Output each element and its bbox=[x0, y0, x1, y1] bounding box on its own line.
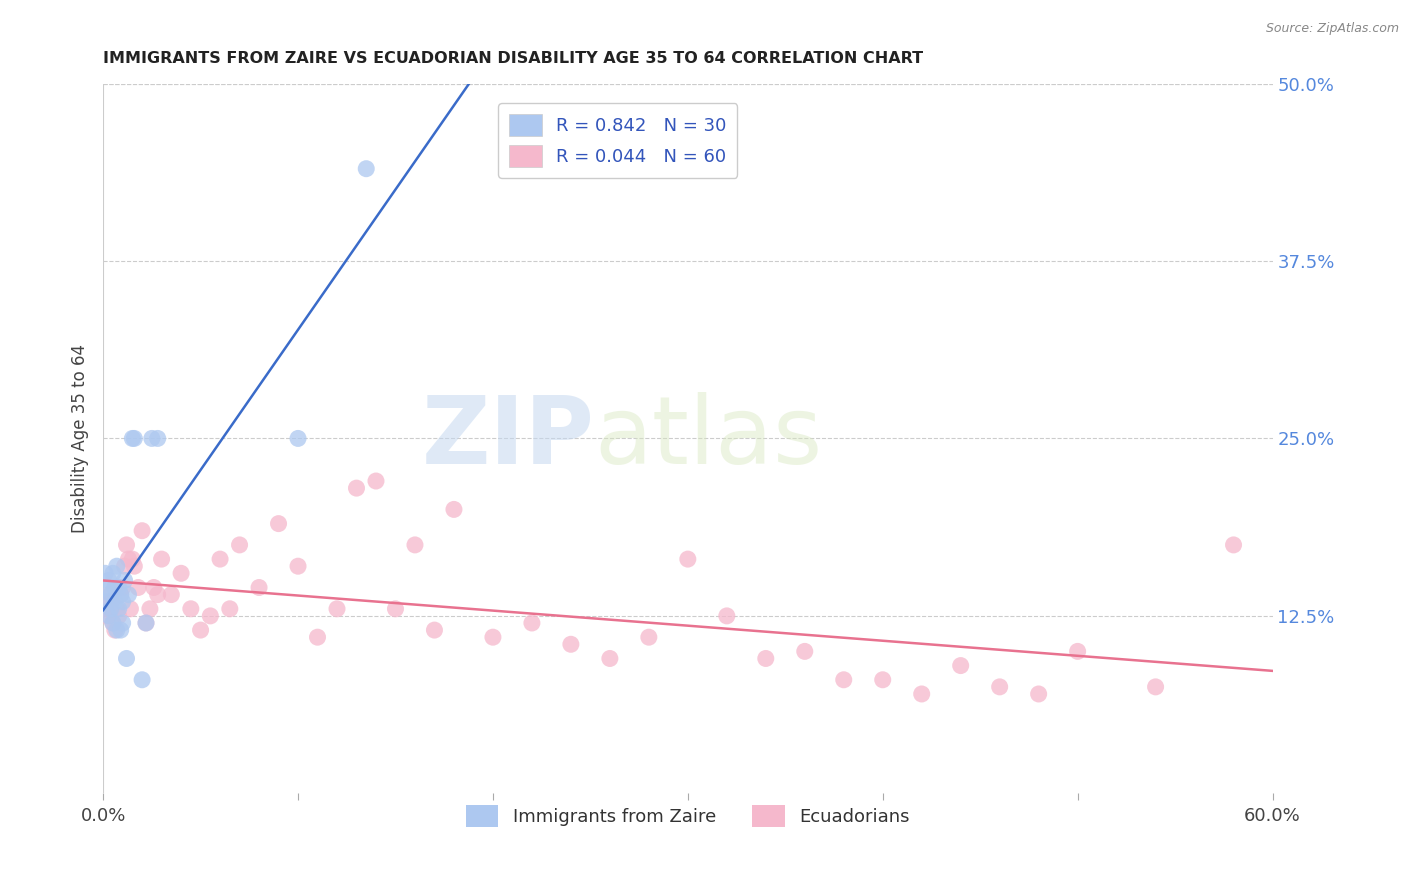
Point bbox=[111, 595, 134, 609]
Point bbox=[1144, 680, 1167, 694]
Legend: Immigrants from Zaire, Ecuadorians: Immigrants from Zaire, Ecuadorians bbox=[458, 797, 917, 834]
Point bbox=[599, 651, 621, 665]
Point bbox=[346, 481, 368, 495]
Point bbox=[96, 608, 118, 623]
Point bbox=[111, 615, 134, 630]
Text: atlas: atlas bbox=[595, 392, 823, 484]
Point bbox=[482, 630, 505, 644]
Point bbox=[139, 602, 162, 616]
Point bbox=[131, 524, 153, 538]
Point bbox=[100, 602, 122, 616]
Point bbox=[101, 566, 124, 581]
Text: ZIP: ZIP bbox=[422, 392, 595, 484]
Point bbox=[247, 581, 270, 595]
Point bbox=[105, 602, 128, 616]
Point bbox=[676, 552, 699, 566]
Point bbox=[307, 630, 329, 644]
Point bbox=[170, 566, 193, 581]
Point bbox=[793, 644, 815, 658]
Point bbox=[117, 552, 139, 566]
Point bbox=[114, 559, 136, 574]
Point bbox=[110, 588, 132, 602]
Point bbox=[124, 559, 146, 574]
Point bbox=[404, 538, 426, 552]
Point bbox=[218, 602, 240, 616]
Point bbox=[105, 559, 128, 574]
Point bbox=[988, 680, 1011, 694]
Point bbox=[121, 432, 143, 446]
Y-axis label: Disability Age 35 to 64: Disability Age 35 to 64 bbox=[72, 344, 89, 533]
Point bbox=[146, 432, 169, 446]
Point bbox=[267, 516, 290, 531]
Point bbox=[287, 432, 309, 446]
Point bbox=[354, 161, 377, 176]
Point bbox=[121, 552, 143, 566]
Point bbox=[209, 552, 232, 566]
Point bbox=[520, 615, 543, 630]
Point bbox=[111, 581, 134, 595]
Point bbox=[115, 538, 138, 552]
Point bbox=[443, 502, 465, 516]
Point bbox=[100, 595, 122, 609]
Point bbox=[141, 432, 163, 446]
Point bbox=[110, 623, 132, 637]
Point bbox=[1222, 538, 1244, 552]
Point bbox=[115, 651, 138, 665]
Point bbox=[117, 588, 139, 602]
Point bbox=[110, 588, 132, 602]
Point bbox=[949, 658, 972, 673]
Point bbox=[98, 608, 121, 623]
Point bbox=[107, 608, 129, 623]
Point bbox=[716, 608, 738, 623]
Point bbox=[142, 581, 165, 595]
Point bbox=[96, 581, 118, 595]
Point bbox=[135, 615, 157, 630]
Point bbox=[1028, 687, 1050, 701]
Point bbox=[228, 538, 250, 552]
Point bbox=[131, 673, 153, 687]
Point bbox=[872, 673, 894, 687]
Point bbox=[98, 574, 121, 588]
Point bbox=[135, 615, 157, 630]
Point bbox=[96, 595, 118, 609]
Point bbox=[127, 581, 149, 595]
Point bbox=[911, 687, 934, 701]
Point bbox=[160, 588, 183, 602]
Point bbox=[104, 623, 127, 637]
Point bbox=[94, 566, 117, 581]
Point bbox=[326, 602, 349, 616]
Point bbox=[200, 608, 222, 623]
Point bbox=[287, 559, 309, 574]
Point bbox=[560, 637, 582, 651]
Point bbox=[384, 602, 406, 616]
Point bbox=[364, 474, 387, 488]
Point bbox=[150, 552, 173, 566]
Point bbox=[755, 651, 778, 665]
Point bbox=[180, 602, 202, 616]
Point bbox=[107, 602, 129, 616]
Point bbox=[832, 673, 855, 687]
Point bbox=[1066, 644, 1088, 658]
Point bbox=[100, 588, 122, 602]
Point bbox=[98, 588, 121, 602]
Text: Source: ZipAtlas.com: Source: ZipAtlas.com bbox=[1265, 22, 1399, 36]
Point bbox=[105, 623, 128, 637]
Point bbox=[146, 588, 169, 602]
Point bbox=[637, 630, 659, 644]
Point bbox=[114, 574, 136, 588]
Point bbox=[104, 595, 127, 609]
Point bbox=[94, 602, 117, 616]
Point bbox=[423, 623, 446, 637]
Point bbox=[104, 581, 127, 595]
Point bbox=[190, 623, 212, 637]
Point bbox=[124, 432, 146, 446]
Point bbox=[120, 602, 142, 616]
Text: IMMIGRANTS FROM ZAIRE VS ECUADORIAN DISABILITY AGE 35 TO 64 CORRELATION CHART: IMMIGRANTS FROM ZAIRE VS ECUADORIAN DISA… bbox=[103, 51, 924, 66]
Point bbox=[101, 615, 124, 630]
Point bbox=[101, 615, 124, 630]
Point bbox=[107, 581, 129, 595]
